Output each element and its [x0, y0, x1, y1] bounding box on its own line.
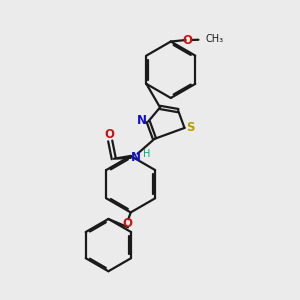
Text: CH₃: CH₃	[206, 34, 224, 44]
Text: O: O	[123, 217, 133, 230]
Text: O: O	[105, 128, 115, 141]
Text: N: N	[130, 151, 140, 164]
Text: S: S	[186, 122, 195, 134]
Text: O: O	[183, 34, 193, 46]
Text: H: H	[143, 149, 150, 159]
Text: N: N	[137, 114, 147, 127]
